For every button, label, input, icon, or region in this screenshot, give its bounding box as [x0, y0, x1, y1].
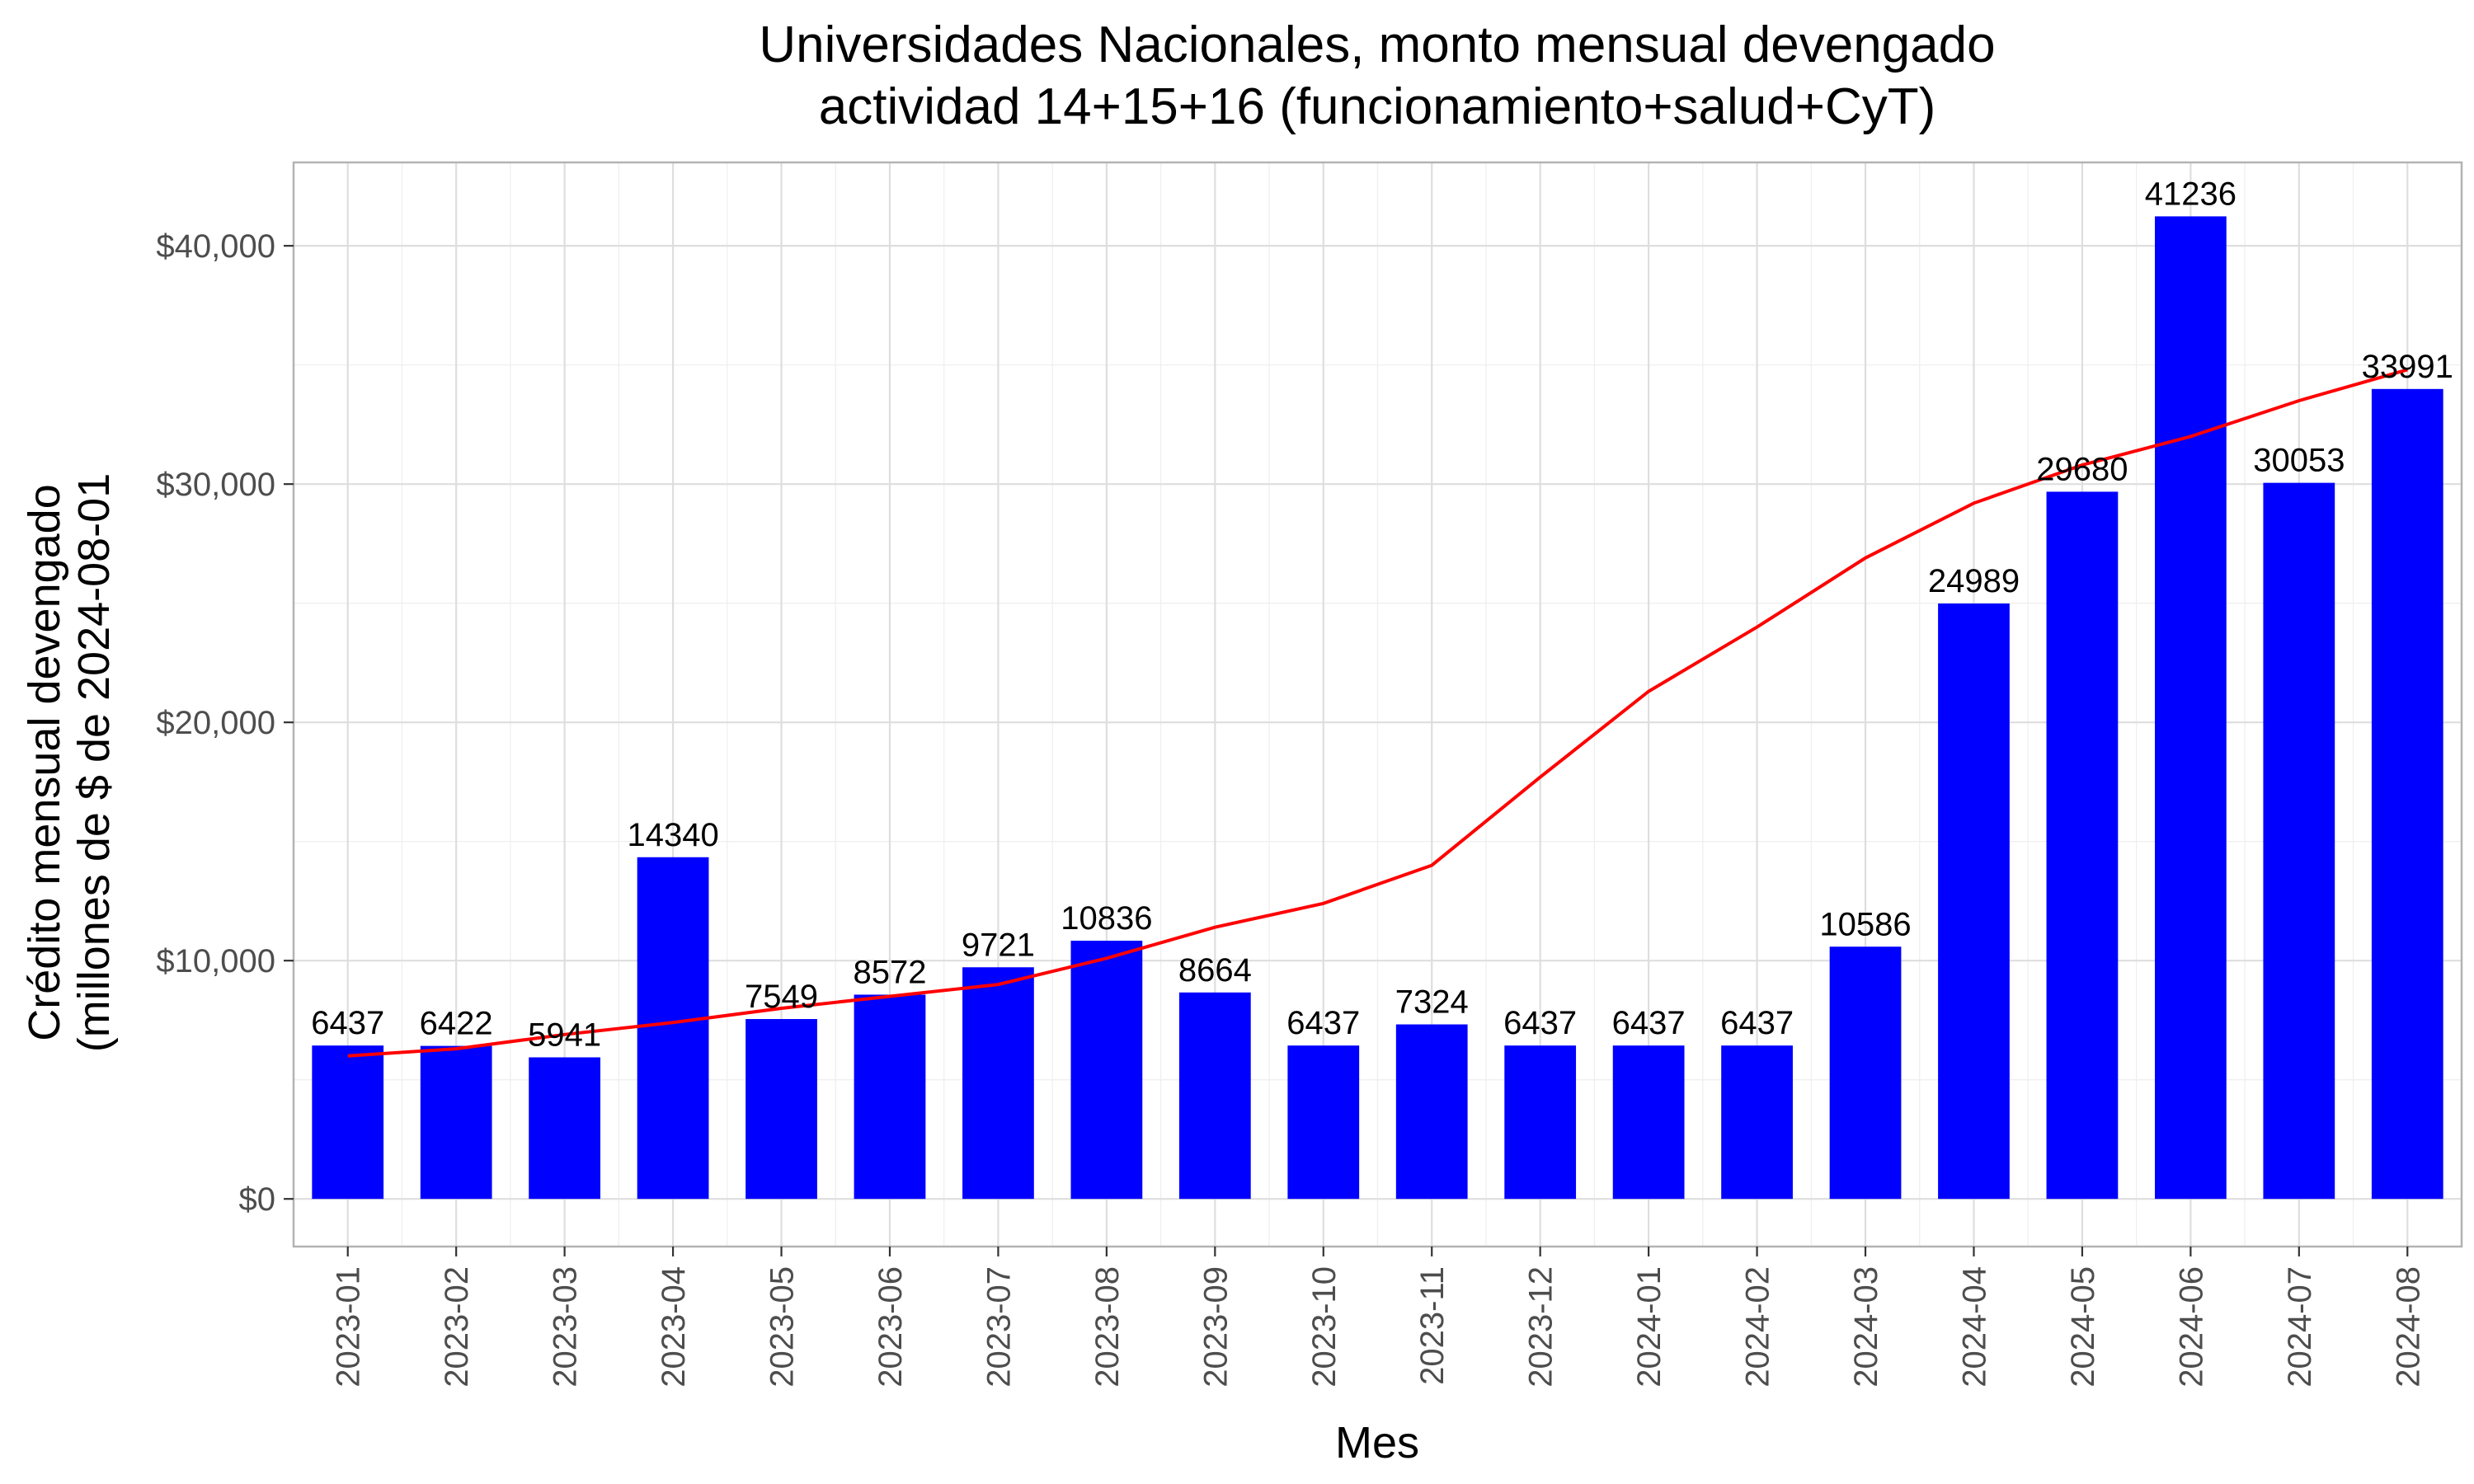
x-tick-label: 2024-08 [2390, 1266, 2426, 1388]
data-label-2023-09: 8664 [1178, 952, 1252, 989]
bar-2024-02 [1721, 1045, 1793, 1200]
x-tick-label: 2024-03 [1848, 1266, 1884, 1388]
minor-gridlines [294, 162, 2462, 1247]
data-label-2023-03: 5941 [528, 1017, 601, 1053]
x-tick-label: 2023-07 [981, 1266, 1017, 1388]
data-label-2023-08: 10836 [1061, 900, 1152, 937]
data-label-2023-06: 8572 [853, 954, 926, 990]
bar-2023-03 [529, 1057, 601, 1200]
plot-panel-border [292, 161, 2463, 1248]
y-tick-label: $10,000 [156, 943, 275, 979]
data-label-2023-01: 6437 [311, 1005, 384, 1041]
bar-2024-06 [2154, 216, 2227, 1200]
data-label-2023-10: 6437 [1286, 1005, 1360, 1041]
trend-line [347, 368, 2408, 1058]
bar-2024-05 [2046, 491, 2119, 1200]
x-tick-label: 2023-02 [439, 1266, 475, 1388]
data-label-2023-07: 9721 [962, 927, 1035, 963]
bar-2023-05 [745, 1019, 817, 1200]
bar-2023-08 [1070, 941, 1143, 1200]
data-label-2024-08: 33991 [2362, 349, 2453, 385]
chart-title-line2: actividad 14+15+16 (funcionamiento+salud… [819, 78, 1936, 135]
x-tick-label: 2024-06 [2173, 1266, 2209, 1388]
data-label-2024-02: 6437 [1720, 1005, 1794, 1041]
x-tick-label: 2023-03 [548, 1266, 584, 1388]
bar-2023-12 [1504, 1045, 1577, 1200]
x-tick-label: 2024-01 [1631, 1266, 1667, 1388]
data-label-2023-12: 6437 [1503, 1005, 1577, 1041]
x-tick-label: 2023-04 [656, 1266, 692, 1388]
data-labels: 6437 6422 5941 14340 7549 8572 9721 10836 8664 64… [311, 176, 2453, 1053]
y-tick-label: $0 [239, 1181, 276, 1218]
x-tick-label: 2023-06 [872, 1266, 909, 1388]
y-axis-title-line2: (millones de $ de 2024-08-01 [69, 473, 119, 1052]
y-axis-title-line1: Crédito mensual devengado [20, 484, 69, 1040]
bar-2024-08 [2371, 388, 2443, 1200]
bar-2023-11 [1395, 1024, 1468, 1200]
data-label-2024-05: 29680 [2036, 451, 2128, 487]
data-label-2024-01: 6437 [1612, 1005, 1686, 1041]
y-tick-label: $30,000 [156, 467, 275, 503]
data-label-2023-02: 6422 [420, 1006, 493, 1042]
data-label-2023-05: 7549 [745, 979, 818, 1015]
data-label-2024-06: 41236 [2145, 176, 2236, 212]
x-tick-label: 2023-05 [764, 1266, 801, 1388]
y-tick-label: $20,000 [156, 705, 275, 741]
x-axis: 2023-01 2023-02 2023-03 2023-04 2023-05 2023-… [331, 1247, 2426, 1388]
x-tick-label: 2023-10 [1306, 1266, 1343, 1388]
x-tick-label: 2024-04 [1956, 1266, 1992, 1388]
data-label-2024-07: 30053 [2253, 443, 2345, 479]
x-tick-label: 2024-07 [2282, 1266, 2318, 1388]
bar-2023-02 [420, 1045, 492, 1200]
x-tick-label: 2023-12 [1523, 1266, 1559, 1388]
x-tick-label: 2023-09 [1197, 1266, 1234, 1388]
y-tick-label: $40,000 [156, 228, 275, 265]
x-tick-label: 2024-05 [2065, 1266, 2101, 1388]
bar-2024-01 [1612, 1045, 1685, 1200]
data-label-2024-03: 10586 [1819, 906, 1911, 942]
chart-title-line1: Universidades Nacionales, monto mensual … [759, 16, 1995, 73]
data-label-2023-11: 7324 [1395, 984, 1469, 1021]
bar-2024-03 [1829, 946, 1902, 1200]
bar-2023-09 [1178, 992, 1251, 1200]
x-tick-label: 2023-08 [1089, 1266, 1126, 1388]
x-tick-label: 2023-01 [331, 1266, 367, 1388]
bars [312, 216, 2443, 1200]
y-axis: $0 $10,000 $20,000 $30,000 $40,000 [156, 228, 294, 1218]
data-label-2023-04: 14340 [627, 817, 718, 853]
bar-2023-01 [312, 1045, 384, 1200]
bar-2023-04 [637, 857, 709, 1200]
x-tick-label: 2024-02 [1740, 1266, 1776, 1388]
x-tick-label: 2023-11 [1414, 1266, 1451, 1385]
bar-2024-04 [1938, 603, 2010, 1200]
x-axis-title: Mes [1335, 1418, 1419, 1468]
bar-2024-07 [2263, 482, 2335, 1200]
bar-2023-06 [854, 994, 926, 1200]
bar-2023-07 [962, 967, 1034, 1200]
bar-2023-10 [1287, 1045, 1360, 1200]
data-label-2024-04: 24989 [1928, 563, 2020, 599]
